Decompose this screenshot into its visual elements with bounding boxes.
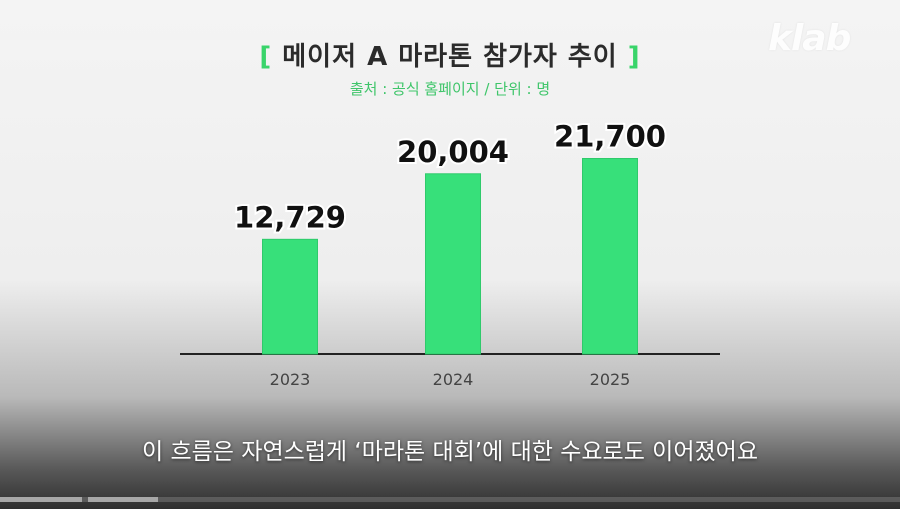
data-label-2025: 21,700	[554, 120, 666, 154]
video-progress-bar[interactable]	[0, 497, 900, 502]
chart-subtitle: 출처 : 공식 홈페이지 / 단위 : 명	[349, 80, 551, 98]
klab-logo: klab	[768, 18, 851, 59]
x-tick-label-2023: 2023	[270, 370, 311, 389]
bar-2023	[262, 238, 318, 355]
progress-segment-1	[0, 497, 82, 502]
bar-2024	[425, 173, 481, 355]
x-tick-label-2025: 2025	[590, 370, 631, 389]
progress-segment-2	[88, 497, 158, 502]
video-caption: 이 흐름은 자연스럽게 ‘마라톤 대회’에 대한 수요로도 이어졌어요	[142, 439, 758, 465]
data-label-2023: 12,729	[234, 200, 346, 234]
bar-chart: 12,729 2023 20,004 2024 21,700 2025	[180, 118, 720, 389]
chart-title: [ 메이저 A 마라톤 참가자 추이 ]	[0, 36, 900, 73]
title-bracket-right: ]	[627, 42, 641, 72]
x-tick-label-2024: 2024	[433, 370, 474, 389]
data-label-2024: 20,004	[397, 135, 509, 169]
bar-2025	[582, 158, 638, 355]
title-bracket-left: [	[259, 42, 273, 72]
title-text: 메이저 A 마라톤 참가자 추이	[282, 42, 618, 72]
